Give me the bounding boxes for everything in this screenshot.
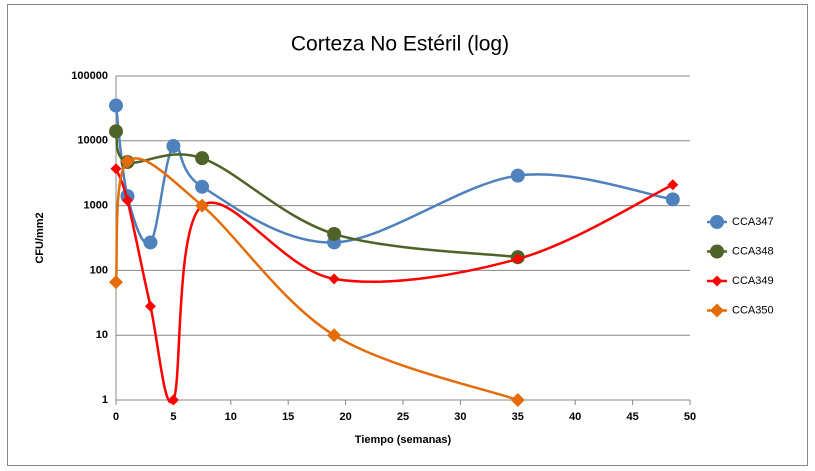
y-tick-label: 10000 bbox=[77, 135, 108, 147]
data-point bbox=[195, 198, 210, 213]
legend-label: CCA350 bbox=[732, 304, 774, 316]
legend-marker bbox=[711, 275, 723, 287]
y-tick-label: 100 bbox=[90, 264, 108, 276]
chart-border bbox=[7, 4, 808, 466]
legend-label: CCA348 bbox=[732, 245, 774, 257]
data-point bbox=[328, 273, 340, 285]
x-tick-label: 30 bbox=[454, 411, 466, 423]
data-point bbox=[510, 393, 525, 407]
x-tick-label: 5 bbox=[170, 411, 176, 423]
x-tick-label: 40 bbox=[569, 411, 581, 423]
data-point bbox=[166, 139, 181, 154]
x-axis-label: Tiempo (semanas) bbox=[355, 434, 452, 446]
x-tick-label: 20 bbox=[339, 411, 351, 423]
data-point bbox=[143, 235, 158, 250]
legend-label: CCA349 bbox=[732, 275, 774, 287]
y-axis-label: CFU/mm2 bbox=[34, 212, 46, 263]
y-tick-label: 10 bbox=[96, 329, 108, 341]
y-tick-label: 1000 bbox=[84, 200, 108, 212]
chart-title: Corteza No Estéril (log) bbox=[291, 33, 509, 56]
data-point bbox=[667, 179, 679, 191]
data-point bbox=[195, 151, 210, 166]
data-point bbox=[121, 194, 133, 206]
y-tick-label: 100000 bbox=[71, 70, 108, 82]
data-point bbox=[327, 226, 342, 241]
data-point bbox=[144, 300, 156, 312]
x-tick-label: 50 bbox=[684, 411, 696, 423]
data-point bbox=[120, 154, 135, 169]
data-point bbox=[512, 253, 524, 265]
x-tick-label: 10 bbox=[225, 411, 237, 423]
data-point bbox=[327, 328, 342, 343]
series-line bbox=[114, 157, 519, 402]
y-tick-label: 1 bbox=[102, 394, 108, 406]
x-tick-label: 25 bbox=[397, 411, 409, 423]
data-point bbox=[109, 124, 123, 139]
x-tick-label: 45 bbox=[626, 411, 638, 423]
x-tick-label: 35 bbox=[512, 411, 524, 423]
legend-marker bbox=[710, 303, 724, 318]
x-tick-label: 15 bbox=[282, 411, 294, 423]
data-point bbox=[195, 179, 210, 194]
legend-label: CCA347 bbox=[732, 216, 774, 228]
legend-marker bbox=[710, 244, 724, 259]
data-point bbox=[110, 163, 122, 175]
legend-marker bbox=[710, 215, 724, 229]
x-tick-label: 0 bbox=[113, 411, 119, 423]
data-point bbox=[109, 275, 123, 290]
data-point bbox=[167, 394, 179, 406]
data-point bbox=[109, 98, 123, 113]
data-point bbox=[510, 168, 525, 183]
data-point bbox=[665, 192, 680, 207]
